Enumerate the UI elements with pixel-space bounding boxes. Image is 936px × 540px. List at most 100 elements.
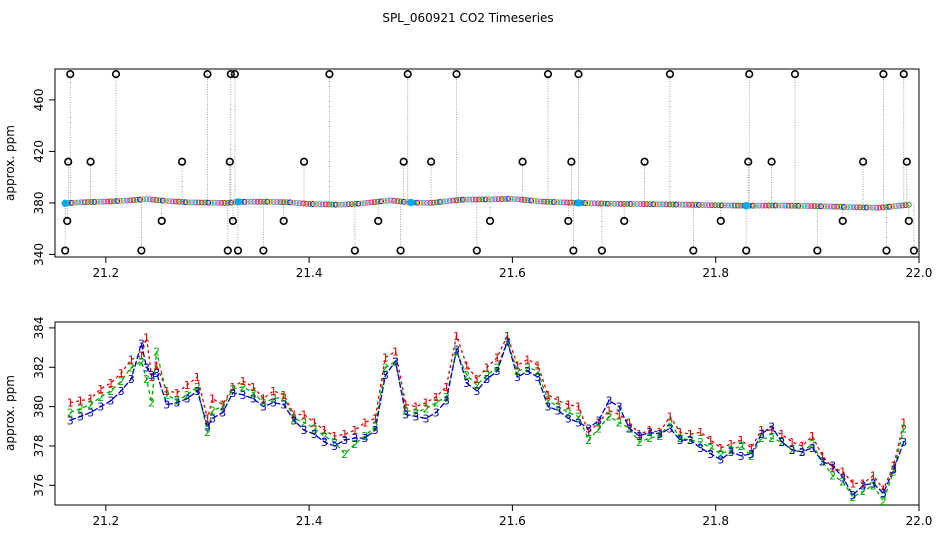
series-2-point: 2 <box>473 379 480 392</box>
series-1-point: 1 <box>860 477 867 490</box>
series-2-point: 2 <box>260 397 267 410</box>
baseline-point <box>814 203 821 210</box>
series-3-point: 3 <box>341 434 348 447</box>
baseline-point <box>75 199 82 206</box>
series-2-point: 2 <box>107 385 114 398</box>
series-3-point: 3 <box>870 477 877 490</box>
outlier-point <box>157 216 166 226</box>
series-2-point: 2 <box>453 346 460 359</box>
baseline-point <box>798 202 805 209</box>
series-3-point: 3 <box>250 393 257 406</box>
baseline-point <box>424 199 430 206</box>
baseline-point <box>185 199 192 206</box>
baseline-point <box>531 197 538 204</box>
baseline-point <box>653 201 660 208</box>
series-1-point: 1 <box>260 393 267 406</box>
baseline-point <box>329 201 336 208</box>
series-1-point: 1 <box>219 399 226 412</box>
series-3-point: 3 <box>453 344 460 357</box>
series-2-point: 2 <box>738 440 745 453</box>
baseline-point <box>140 196 147 203</box>
series-2-point: 2 <box>423 403 430 416</box>
baseline-point <box>267 198 274 205</box>
series-1-point: 1 <box>97 383 104 396</box>
series-3-point: 3 <box>666 422 673 435</box>
baseline-point <box>673 201 680 208</box>
baseline-point <box>866 204 873 211</box>
series-3-point: 3 <box>860 479 867 492</box>
series-1-point: 1 <box>646 424 653 437</box>
series-2-point: 2 <box>351 438 358 451</box>
baseline-point <box>153 197 160 203</box>
series-3-point: 3 <box>382 369 389 382</box>
series-1-point: 1 <box>270 385 277 398</box>
series-3-point: 3 <box>880 487 887 500</box>
series-3-point: 3 <box>646 426 653 439</box>
series-2-point: 2 <box>484 369 491 382</box>
series-2-point: 2 <box>900 422 907 435</box>
baseline-point <box>397 198 404 205</box>
baseline-point <box>541 198 548 205</box>
outlier-point <box>902 157 911 166</box>
baseline-point <box>215 199 221 206</box>
baseline-point <box>756 202 763 209</box>
baseline-point <box>309 201 316 207</box>
series-2-point: 2 <box>666 416 673 429</box>
series-2-point: 2 <box>250 387 257 400</box>
series-1-point: 1 <box>707 434 714 447</box>
baseline-point <box>824 203 831 210</box>
baseline-point <box>257 198 264 205</box>
baseline-point <box>394 198 401 205</box>
series-2-point: 2 <box>544 395 551 408</box>
outlier-point <box>665 70 675 79</box>
baseline-point <box>211 199 218 206</box>
outlier-point <box>790 70 800 79</box>
baseline-point <box>656 201 663 208</box>
series-1-point: 1 <box>331 430 338 443</box>
series-2-point: 2 <box>605 410 612 423</box>
series-1-point: 1 <box>463 359 470 372</box>
outlier-point <box>396 246 405 255</box>
series-1-point: 1 <box>524 353 531 366</box>
baseline-point <box>515 196 522 203</box>
baseline-point <box>107 198 114 205</box>
baseline-point <box>666 201 673 208</box>
baseline-point <box>567 199 574 206</box>
series-1-point: 1 <box>809 430 816 443</box>
baseline-point <box>384 197 391 204</box>
baseline-point <box>495 196 502 203</box>
outlier-point <box>259 246 268 255</box>
baseline-point <box>634 201 640 207</box>
series-3-point: 3 <box>87 407 94 420</box>
series-1-point: 1 <box>143 332 150 345</box>
series-2-point: 2 <box>402 405 409 418</box>
baseline-point <box>270 198 277 205</box>
series-3-point: 3 <box>301 424 308 437</box>
series-1-point: 1 <box>870 469 877 482</box>
series-3-point: 3 <box>204 420 211 433</box>
series-2-point: 2 <box>372 420 379 433</box>
baseline-point <box>124 197 130 204</box>
series-3-point: 3 <box>473 385 480 398</box>
series-2-point: 2 <box>565 407 572 420</box>
series-1-point: 1 <box>575 401 582 414</box>
series-3-point: 3 <box>748 448 755 461</box>
baseline-point <box>879 204 886 211</box>
baseline-point <box>505 195 512 202</box>
series-1-point: 1 <box>87 393 94 406</box>
series-2-point: 2 <box>77 403 84 416</box>
series-1-point: 1 <box>382 351 389 364</box>
baseline-point <box>792 202 798 209</box>
baseline-point <box>68 199 75 206</box>
baseline-point <box>537 198 544 205</box>
baseline-point <box>94 198 101 205</box>
segment-start-point <box>234 198 242 206</box>
baseline-point <box>400 198 407 205</box>
series-2-point: 2 <box>194 381 201 394</box>
baseline-point <box>896 202 903 209</box>
series-2-point: 2 <box>382 361 389 374</box>
series-3-point: 3 <box>697 442 704 455</box>
baseline-point <box>261 198 267 205</box>
baseline-point <box>143 196 150 203</box>
outlier-point <box>742 246 751 255</box>
